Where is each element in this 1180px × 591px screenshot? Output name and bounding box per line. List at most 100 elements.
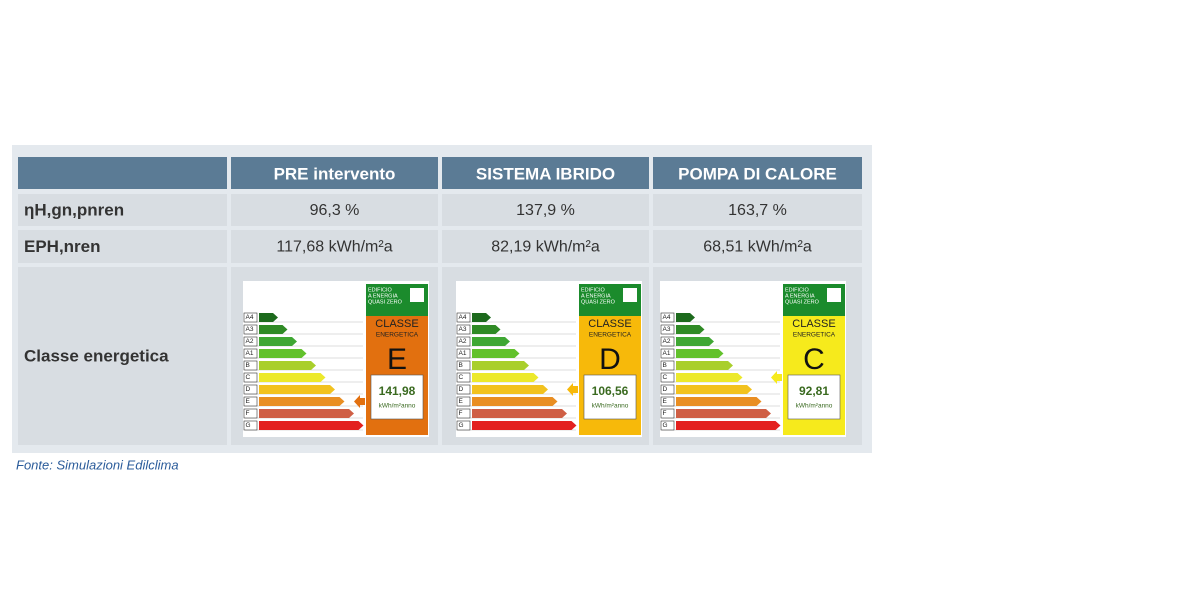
class-tag: [243, 372, 258, 383]
class-bar: [472, 409, 567, 418]
class-tag: [456, 348, 471, 359]
unit-text: kWh/m²anno: [592, 403, 629, 410]
class-letter: A2: [246, 338, 254, 345]
class-tag: [243, 324, 258, 335]
header-cell: [653, 157, 862, 189]
value-text: 92,81: [799, 384, 829, 398]
cell: [231, 230, 438, 263]
nzeb-text: EDIFICIO: [785, 287, 810, 293]
class-bar: [259, 325, 288, 334]
value-box: [370, 374, 424, 420]
class-letter: A2: [459, 338, 467, 345]
class-letter: C: [246, 374, 251, 381]
class-bar: [259, 349, 307, 358]
class-tag: [660, 324, 675, 335]
class-tag: [456, 336, 471, 347]
class-letter: E: [663, 398, 668, 405]
header-text: PRE intervento: [274, 164, 396, 183]
value-text: 106,56: [592, 384, 629, 398]
class-tag: [243, 396, 258, 407]
class-bar: [676, 397, 762, 406]
class-tag: [660, 360, 675, 371]
class-letter: A1: [246, 350, 254, 357]
class-bar: [676, 373, 743, 382]
class-tag: [243, 408, 258, 419]
class-tag: [456, 312, 471, 323]
class-tag: [243, 360, 258, 371]
class-bar: [676, 421, 781, 430]
energetica-text: ENERGETICA: [589, 332, 632, 339]
classe-text: CLASSE: [375, 318, 418, 330]
cell-text: 82,19 kWh/m²a: [491, 239, 600, 256]
class-letter: F: [246, 410, 250, 417]
class-tag: [456, 408, 471, 419]
class-bar: [472, 397, 558, 406]
class-tag: [660, 408, 675, 419]
class-letter: C: [663, 374, 668, 381]
value-box: [583, 374, 637, 420]
header-cell: [18, 157, 227, 189]
class-bar: [259, 337, 297, 346]
class-letter: F: [663, 410, 667, 417]
class-bar: [676, 325, 705, 334]
energetica-text: ENERGETICA: [793, 332, 836, 339]
grade-arrow: [567, 383, 578, 396]
unit-text: kWh/m²anno: [379, 403, 416, 410]
class-letter: A2: [663, 338, 671, 345]
class-letter: B: [663, 362, 667, 369]
row-label: EPH,nren: [24, 237, 101, 256]
nzeb-check: [623, 288, 637, 302]
cell-text: 68,51 kWh/m²a: [703, 239, 812, 256]
class-bar: [259, 313, 278, 322]
cell: [442, 194, 649, 226]
class-letter: B: [246, 362, 250, 369]
row-label: ηH,gn,pnren: [24, 200, 124, 219]
unit-text: kWh/m²anno: [796, 403, 833, 410]
cell: [653, 230, 862, 263]
class-letter: E: [459, 398, 464, 405]
class-tag: [660, 312, 675, 323]
grade-letter: D: [599, 343, 621, 376]
class-bar: [472, 373, 539, 382]
class-bar: [676, 385, 752, 394]
class-letter: D: [663, 386, 668, 393]
class-letter: A4: [663, 314, 671, 321]
class-bar: [676, 361, 733, 370]
class-letter: A3: [246, 326, 254, 333]
cell: [18, 230, 227, 263]
class-bar: [472, 337, 510, 346]
class-tag: [660, 336, 675, 347]
class-tag: [243, 384, 258, 395]
cell-text: 117,68 kWh/m²a: [276, 239, 392, 256]
class-letter: A3: [459, 326, 467, 333]
class-tag: [660, 384, 675, 395]
class-tag: [660, 396, 675, 407]
class-tag: [660, 420, 675, 431]
class-letter: C: [459, 374, 464, 381]
header-text: POMPA DI CALORE: [678, 164, 837, 183]
class-tag: [456, 396, 471, 407]
class-bar: [676, 337, 714, 346]
nzeb-text: A ENERGIA: [368, 293, 398, 299]
class-bar: [472, 349, 520, 358]
nzeb-text: QUASI ZERO: [368, 299, 403, 305]
class-tag: [456, 420, 471, 431]
class-letter: E: [246, 398, 251, 405]
cell: [653, 194, 862, 226]
class-bar: [259, 397, 345, 406]
class-bar: [472, 325, 501, 334]
cell-text: 137,9 %: [516, 202, 575, 219]
class-letter: D: [246, 386, 251, 393]
classe-text: CLASSE: [792, 318, 835, 330]
class-bar: [472, 421, 577, 430]
class-tag: [660, 348, 675, 359]
class-tag: [660, 372, 675, 383]
value-box: [787, 374, 841, 420]
row-label: Classe energetica: [24, 346, 169, 365]
nzeb-text: A ENERGIA: [581, 293, 611, 299]
energetica-text: ENERGETICA: [376, 332, 419, 339]
class-bar: [676, 313, 695, 322]
class-letter: F: [459, 410, 463, 417]
nzeb-text: EDIFICIO: [581, 287, 606, 293]
class-bar: [472, 313, 491, 322]
